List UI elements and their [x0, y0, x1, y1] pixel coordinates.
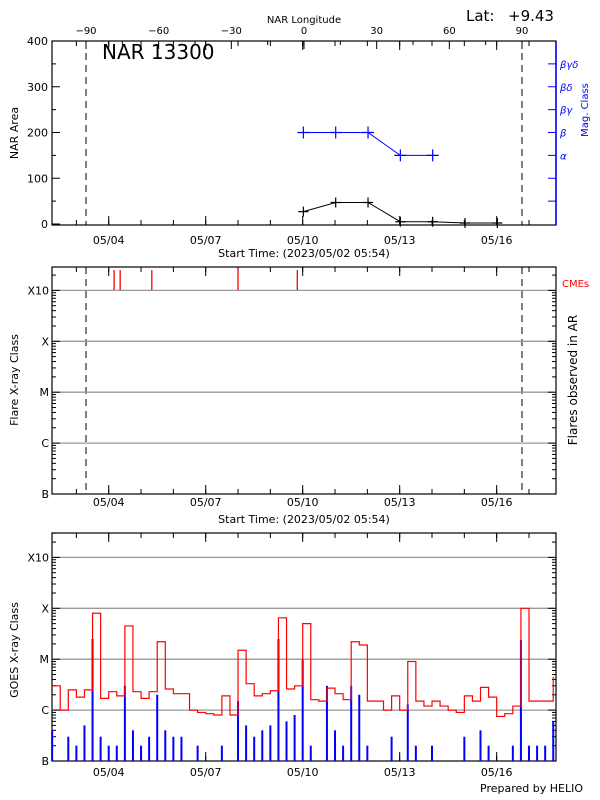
mag-class-tick-label: α: [560, 151, 567, 162]
mag-class-point: [394, 149, 407, 162]
lat-label: Lat:: [466, 7, 494, 25]
flare-tick-label: X10: [27, 284, 49, 297]
goes-time-tick-label: 05/07: [190, 766, 222, 779]
area-time-tick-label: 05/13: [384, 234, 416, 247]
mag-class-tick-label: β: [559, 129, 567, 140]
longitude-tick-label: −60: [148, 26, 169, 37]
longitude-axis-label: NAR Longitude: [267, 15, 341, 26]
lat-value: +9.43: [508, 7, 554, 25]
goes-panel-frame: [51, 532, 557, 762]
flare-x-axis-label: Start Time: (2023/05/02 05:54): [218, 513, 390, 526]
longitude-tick-label: 90: [516, 26, 529, 37]
area-time-tick-label: 05/16: [481, 234, 513, 247]
goes-y-axis-label: GOES X-ray Class: [8, 602, 21, 698]
cme-legend-label: CMEs: [562, 279, 589, 290]
mag-class-point: [297, 126, 310, 139]
area-point: [395, 216, 406, 227]
mag-class-axis-label: Mag. Class: [580, 83, 591, 137]
flare-tick-label: X: [41, 335, 49, 348]
longitude-tick-label: 60: [443, 26, 456, 37]
flare-time-tick-label: 05/07: [190, 496, 222, 509]
area-point: [460, 218, 471, 228]
mag-class-point: [329, 126, 342, 139]
goes-time-tick-label: 05/04: [93, 766, 125, 779]
area-time-tick-label: 05/07: [190, 234, 222, 247]
goes-time-tick-label: 05/13: [384, 766, 416, 779]
flare-panel-frame: [51, 266, 557, 495]
goes-long-channel-line: [52, 607, 554, 718]
flare-time-tick-label: 05/13: [384, 496, 416, 509]
flare-y-axis-label: Flare X-ray Class: [8, 334, 21, 426]
prepared-by: Prepared by HELIO: [480, 782, 583, 795]
flare-tick-label: M: [40, 386, 50, 399]
goes-tick-label: M: [40, 653, 50, 666]
area-point: [298, 206, 309, 217]
goes-tick-label: C: [41, 704, 49, 717]
goes-tick-label: X10: [27, 551, 49, 564]
area-y-tick-label: 200: [27, 127, 48, 140]
flares-observed-axis-label: Flares observed in AR: [566, 315, 580, 445]
flare-time-tick-label: 05/04: [93, 496, 125, 509]
flare-tick-label: B: [41, 488, 49, 501]
area-point: [330, 197, 341, 208]
goes-time-tick-label: 05/16: [481, 766, 513, 779]
area-point: [363, 197, 374, 208]
area-y-tick-label: 0: [41, 218, 48, 231]
area-y-tick-label: 400: [27, 35, 48, 48]
longitude-tick-label: −30: [221, 26, 242, 37]
area-time-tick-label: 05/04: [93, 234, 125, 247]
goes-tick-label: X: [41, 602, 49, 615]
area-y-tick-label: 100: [27, 172, 48, 185]
mag-class-tick-label: βγδ: [559, 60, 578, 71]
mag-class-tick-label: βγ: [559, 106, 573, 117]
area-x-axis-label: Start Time: (2023/05/02 05:54): [218, 247, 390, 260]
goes-time-tick-label: 05/10: [287, 766, 319, 779]
flare-time-tick-label: 05/16: [481, 496, 513, 509]
mag-class-point: [426, 149, 439, 162]
area-y-axis-label: NAR Area: [8, 107, 21, 159]
longitude-tick-label: 0: [301, 26, 307, 37]
mag-class-tick-label: βδ: [559, 83, 573, 94]
area-time-tick-label: 05/10: [287, 234, 319, 247]
flare-time-tick-label: 05/10: [287, 496, 319, 509]
mag-class-point: [362, 126, 375, 139]
area-point: [492, 218, 503, 228]
area-y-tick-label: 300: [27, 81, 48, 94]
longitude-tick-label: −90: [75, 26, 96, 37]
longitude-tick-label: 30: [370, 26, 383, 37]
goes-tick-label: B: [41, 755, 49, 768]
area-point: [427, 216, 438, 227]
flare-tick-label: C: [41, 437, 49, 450]
